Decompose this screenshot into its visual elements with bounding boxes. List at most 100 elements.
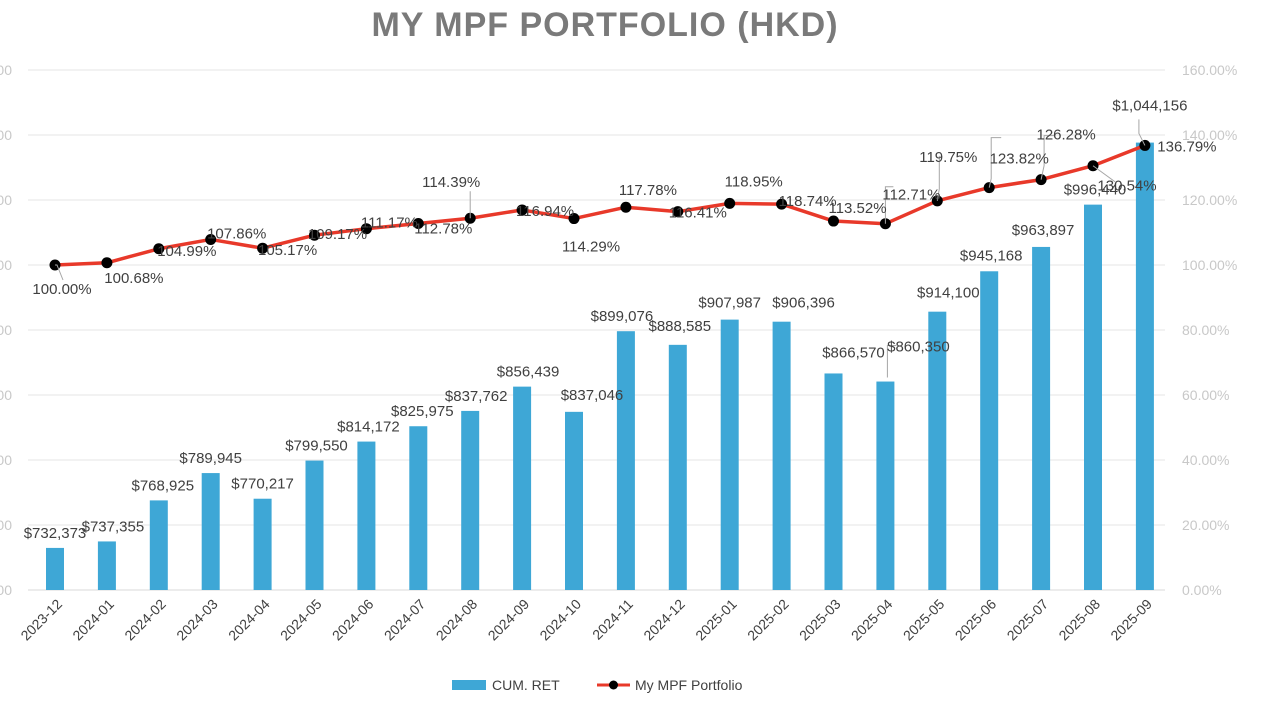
line-data-label: 136.79% — [1157, 138, 1216, 155]
line-data-label: 116.94% — [516, 203, 574, 220]
bar — [668, 344, 687, 590]
leader-line — [988, 137, 1002, 188]
right-tick-label: 60.00% — [1182, 387, 1229, 403]
line-data-label: 116.41% — [669, 205, 727, 222]
line-data-label: 114.39% — [422, 174, 480, 191]
x-tick-label: 2024-07 — [381, 596, 429, 644]
line-data-label: 100.00% — [32, 281, 91, 298]
leader-line — [936, 155, 940, 201]
line-data-label: 104.99% — [157, 243, 216, 260]
left-tick-label: $900,000 — [0, 322, 12, 338]
bar-data-label: $837,046 — [561, 387, 624, 404]
line-point — [257, 242, 269, 254]
x-axis: 2023-12 2024-01 2024-02 2024-03 2024-04 2024-… — [17, 596, 1155, 644]
line-point — [776, 198, 788, 210]
bar-data-label: $799,550 — [285, 438, 348, 455]
line-data-label: 112.78% — [414, 220, 472, 237]
bar-data-label: $770,217 — [231, 476, 294, 493]
right-tick-label: 0.00% — [1182, 582, 1222, 598]
x-tick-label: 2025-04 — [848, 596, 896, 644]
bar-data-label: $963,897 — [1012, 222, 1075, 239]
line-labels: 100.00% 100.68% 104.99%107.86%105.17%109.1… — [32, 127, 1216, 298]
line-series — [49, 139, 1151, 271]
line-point — [516, 204, 528, 216]
right-tick-label: 120.00% — [1182, 192, 1237, 208]
line-point — [309, 229, 320, 241]
right-tick-label: 80.00% — [1182, 322, 1229, 338]
bar — [565, 411, 583, 590]
x-tick-label: 2025-02 — [744, 596, 792, 644]
x-tick-label: 2025-01 — [692, 596, 740, 644]
line-point — [412, 217, 424, 229]
x-tick-label: 2024-10 — [536, 596, 584, 644]
x-tick-label: 2025-07 — [1004, 596, 1052, 644]
left-tick-label: $750,000 — [0, 517, 12, 533]
legend: CUM. RET My MPF Portfolio — [452, 677, 743, 693]
bar-data-label: $914,100 — [917, 285, 980, 302]
line-data-label: 119.75% — [919, 149, 977, 166]
bar-data-label: $1,044,156 — [1112, 98, 1187, 115]
bar-data-label: $737,355 — [82, 518, 145, 535]
left-tick-label: $850,000 — [0, 387, 12, 403]
right-tick-label: 40.00% — [1182, 452, 1229, 468]
left-tick-label: $1,000,000 — [0, 192, 12, 208]
bar-data-label: $837,762 — [445, 388, 508, 405]
bar — [46, 547, 64, 590]
bar-series — [46, 142, 1154, 591]
leader-line — [886, 345, 897, 378]
bar — [928, 311, 947, 590]
leader-lines — [55, 119, 1146, 378]
left-tick-label: $700,000 — [0, 582, 12, 598]
line-data-label: 111.17% — [361, 215, 418, 232]
x-tick-label: 2024-12 — [640, 596, 688, 644]
bar-data-label: $906,396 — [772, 295, 835, 312]
line-data-label: 126.28% — [1036, 127, 1095, 144]
x-tick-label: 2024-04 — [225, 596, 273, 644]
line-point — [620, 201, 632, 213]
line-point — [724, 197, 736, 209]
x-tick-label: 2023-12 — [17, 596, 65, 644]
right-axis: 0.00% 20.00% 40.00% 60.00% 80.00% 100.00% 120.… — [1182, 62, 1237, 598]
line-data-label: 118.74% — [779, 193, 837, 210]
legend-swatch-marker — [609, 680, 618, 690]
bar — [772, 321, 791, 590]
line-path — [54, 143, 1146, 267]
bar — [876, 381, 895, 590]
leader-line — [1138, 119, 1146, 146]
x-tick-label: 2024-02 — [121, 596, 169, 644]
bar — [97, 541, 116, 590]
bar-data-label: $732,373 — [24, 525, 87, 542]
line-data-label: 113.52% — [828, 200, 886, 217]
bar-data-label: $907,987 — [698, 295, 761, 312]
x-tick-label: 2024-01 — [69, 596, 117, 644]
line-data-label: 114.29% — [562, 239, 620, 256]
bar-data-label: $899,076 — [591, 308, 654, 325]
leader-line — [1092, 165, 1116, 183]
bar — [357, 441, 376, 590]
line-data-label: 130.54% — [1097, 178, 1156, 195]
x-tick-label: 2024-06 — [329, 596, 377, 644]
line-data-label: 117.78% — [619, 182, 677, 199]
x-tick-label: 2024-05 — [277, 596, 325, 644]
bar — [409, 426, 428, 590]
bar — [201, 473, 220, 590]
x-tick-label: 2024-03 — [173, 596, 221, 644]
bar-data-label: $888,585 — [649, 318, 712, 335]
x-tick-label: 2025-06 — [952, 596, 1000, 644]
bar — [513, 386, 532, 590]
line-data-label: 118.95% — [725, 173, 783, 190]
bar — [1135, 142, 1154, 590]
left-tick-label: $950,000 — [0, 257, 12, 273]
line-data-label: 107.86% — [207, 225, 266, 242]
line-point — [205, 233, 217, 245]
right-tick-label: 100.00% — [1182, 257, 1237, 273]
left-tick-label: $1,050,000 — [0, 127, 12, 143]
bar-data-label: $996,440 — [1064, 182, 1127, 199]
left-tick-label: $1,100,000 — [0, 62, 12, 78]
x-tick-label: 2024-09 — [485, 596, 533, 644]
line-point — [568, 213, 580, 225]
line-data-label: 112.71% — [882, 187, 940, 204]
x-tick-label: 2025-09 — [1107, 596, 1155, 644]
x-tick-label: 2024-08 — [433, 596, 481, 644]
line-point — [828, 215, 839, 227]
